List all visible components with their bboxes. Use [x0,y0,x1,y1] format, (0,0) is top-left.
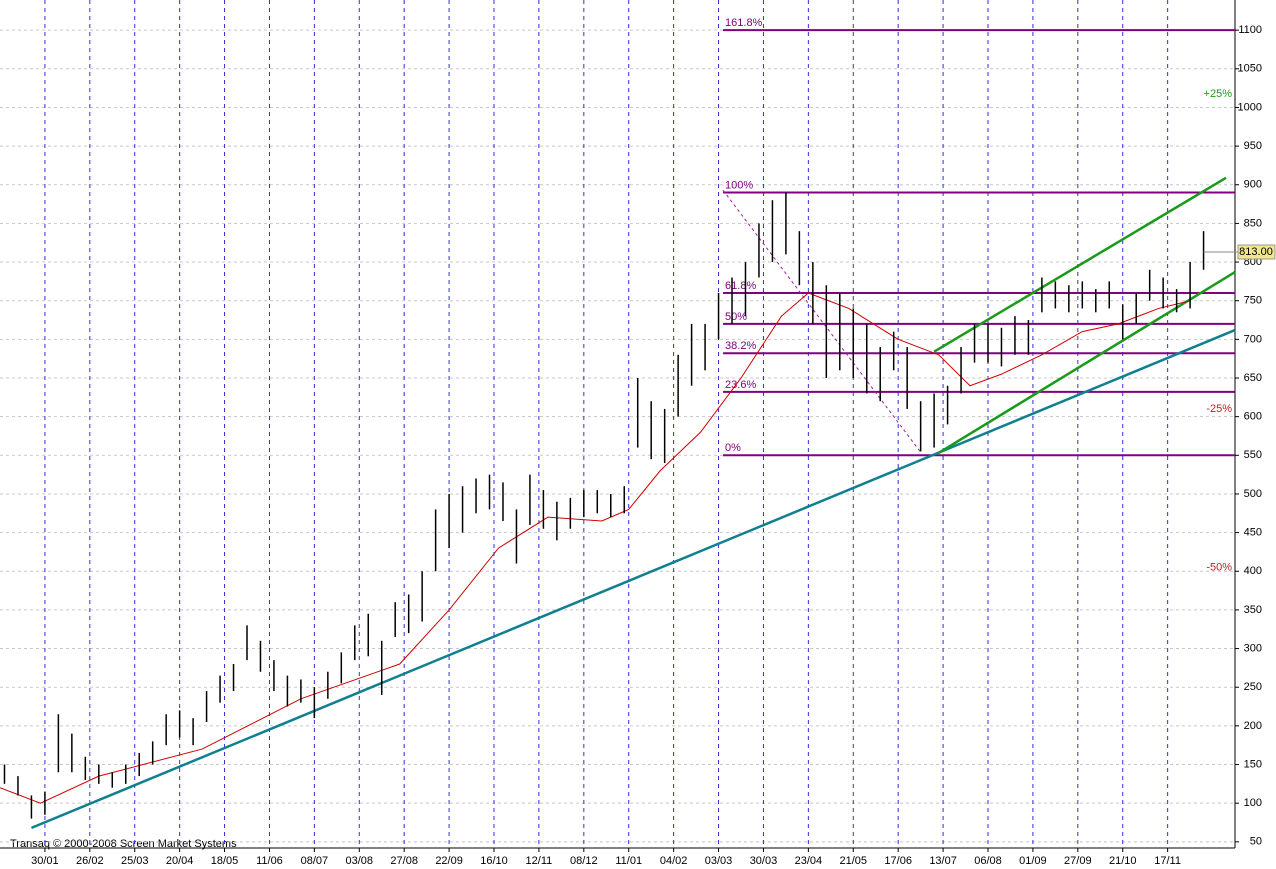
x-tick-label: 18/05 [211,855,239,867]
x-tick-label: 08/12 [570,855,598,867]
fib-label: 23.6% [725,379,756,391]
y-tick-label: 150 [1244,758,1262,770]
y-tick-label: 200 [1244,720,1262,732]
y-tick-label: 950 [1244,140,1262,152]
y-tick-label: 650 [1244,372,1262,384]
x-tick-label: 06/08 [974,855,1002,867]
y-tick-label: 750 [1244,295,1262,307]
credit: Transaq © 2000-2008 Screen Market System… [10,838,237,850]
x-tick-label: 08/07 [301,855,329,867]
fib-label: 0% [725,442,741,454]
x-tick-label: 03/08 [346,855,374,867]
y-tick-label: 1050 [1238,63,1262,75]
trend-line [30,328,1236,830]
x-tick-label: 30/03 [750,855,778,867]
percent-marker: -50% [1206,561,1232,573]
x-tick-label: 12/11 [526,855,553,867]
y-tick-label: 50 [1250,836,1262,848]
y-tick-label: 700 [1244,333,1262,345]
percent-marker: -25% [1206,403,1232,415]
fib-label: 61.8% [725,280,756,292]
x-tick-label: 11/06 [256,855,283,867]
x-tick-label: 27/09 [1064,855,1092,867]
last-price-label: 813.00 [1239,246,1273,258]
x-tick-label: 27/08 [390,855,418,867]
y-tick-label: 1100 [1238,24,1262,36]
y-tick-label: 400 [1244,565,1262,577]
x-tick-label: 30/01 [31,855,59,867]
x-tick-label: 17/06 [884,855,912,867]
x-tick-label: 01/09 [1019,855,1047,867]
x-tick-label: 16/10 [480,855,508,867]
x-tick-label: 21/10 [1109,855,1137,867]
fib-label: 161.8% [725,17,763,29]
last-price-box [1237,244,1276,260]
fib-diagonal [722,189,922,453]
fib-label: 38.2% [725,340,756,352]
fib-label: 100% [725,179,753,191]
x-tick-label: 26/02 [76,855,104,867]
y-tick-label: 300 [1244,642,1262,654]
y-tick-label: 1000 [1238,101,1262,113]
x-tick-label: 23/04 [795,855,823,867]
x-tick-label: 21/05 [840,855,868,867]
x-tick-label: 20/04 [166,855,194,867]
x-tick-label: 22/09 [435,855,463,867]
moving-average [0,292,1191,804]
x-tick-label: 03/03 [705,855,733,867]
y-tick-label: 500 [1244,488,1262,500]
y-tick-label: 250 [1244,681,1262,693]
x-tick-label: 25/03 [121,855,149,867]
y-tick-label: 550 [1244,449,1262,461]
percent-marker: +25% [1204,88,1233,100]
y-tick-label: 350 [1244,604,1262,616]
x-tick-label: 13/07 [929,855,957,867]
x-tick-label: 11/01 [615,855,642,867]
y-tick-label: 450 [1244,527,1262,539]
x-tick-label: 17/11 [1154,855,1181,867]
trend-line [933,176,1227,353]
y-tick-label: 600 [1244,411,1262,423]
x-tick-label: 04/02 [660,855,688,867]
y-tick-label: 850 [1244,217,1262,229]
fib-label: 50% [725,311,747,323]
y-tick-label: 900 [1244,179,1262,191]
y-tick-label: 100 [1244,797,1262,809]
